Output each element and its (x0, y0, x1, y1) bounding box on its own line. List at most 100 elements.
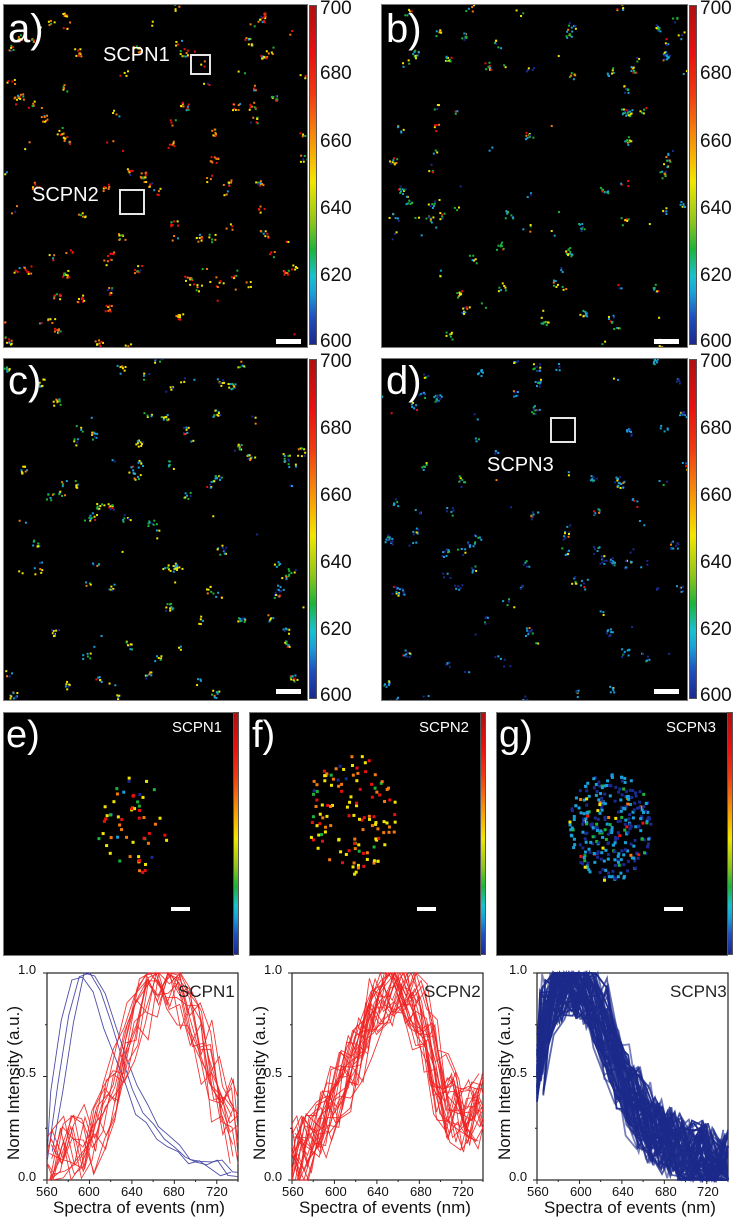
panel-g-label: g) (499, 714, 533, 756)
ytick-0.5: 0.5 (264, 1065, 283, 1080)
chart-title-scpn1: SCPN1 (178, 982, 235, 1001)
xtick-680: 680 (163, 1184, 185, 1199)
panel-a-label: a) (8, 7, 44, 51)
ytick-0.5: 0.5 (18, 1065, 37, 1080)
chart-title-scpn3: SCPN3 (670, 982, 727, 1001)
panel-b-image: b) (381, 4, 688, 348)
scale-bar (417, 907, 436, 911)
inset-title-scpn2: SCPN2 (419, 719, 470, 736)
scale-bar (276, 339, 301, 344)
colorbar-tick-620: 620 (320, 619, 352, 640)
colorbar-b (689, 5, 697, 345)
ytick-0.0: 0.0 (18, 1169, 37, 1184)
scale-bar (664, 907, 683, 911)
colorbar-tick-600: 600 (320, 685, 352, 706)
y-axis-title: Norm Intensity (a.u.) (4, 1006, 23, 1160)
colorbar-tick-700: 700 (700, 0, 732, 19)
colorbar-tick-660: 660 (320, 485, 352, 506)
panel-g-image: g) SCPN3 (496, 712, 728, 956)
scale-bar (276, 689, 301, 694)
roi-label-scpn1: SCPN1 (103, 44, 170, 66)
roi-label-scpn2: SCPN2 (32, 184, 99, 206)
colorbar-tick-640: 640 (320, 552, 352, 573)
chart-title-scpn2: SCPN2 (424, 982, 481, 1001)
ytick-0.0: 0.0 (509, 1169, 528, 1184)
panel-b-particles (388, 5, 687, 347)
xtick-680: 680 (410, 1184, 432, 1199)
colorbar-tick-660: 660 (700, 131, 732, 152)
xtick-600: 600 (325, 1184, 347, 1199)
roi-box-scpn2 (119, 189, 145, 215)
y-axis-title: Norm Intensity (a.u.) (250, 1006, 269, 1160)
colorbar-tick-640: 640 (320, 198, 352, 219)
xtick-680: 680 (655, 1184, 677, 1199)
colorbar-tick-680: 680 (320, 418, 352, 439)
ytick-1.0: 1.0 (264, 962, 283, 977)
ytick-0.0: 0.0 (264, 1169, 283, 1184)
colorbar-tick-700: 700 (700, 351, 732, 372)
chart-scpn1-plot (43, 971, 239, 1184)
xtick-560: 560 (282, 1184, 304, 1199)
colorbar-tick-700: 700 (320, 351, 352, 372)
scale-bar (171, 907, 190, 911)
colorbar-tick-680: 680 (700, 63, 732, 84)
panel-a-image: a) SCPN1 SCPN2 (3, 4, 308, 348)
colorbar-tick-600: 600 (700, 685, 732, 706)
panel-f-image: f) SCPN2 (249, 712, 481, 956)
xtick-720: 720 (697, 1184, 719, 1199)
xtick-600: 600 (78, 1184, 100, 1199)
panel-d-label: d) (386, 359, 422, 403)
panel-c-particles (4, 359, 307, 700)
colorbar-c (309, 359, 317, 699)
panel-f-label: f) (252, 714, 276, 756)
panel-e-image: e) SCPN1 (3, 712, 234, 956)
xtick-560: 560 (36, 1184, 58, 1199)
ytick-1.0: 1.0 (509, 962, 528, 977)
colorbar-tick-640: 640 (700, 552, 732, 573)
y-axis-title: Norm Intensity (a.u.) (495, 1006, 514, 1160)
panel-e-label: e) (6, 714, 40, 756)
chart-scpn3-plot (533, 969, 729, 1184)
colorbar-d (689, 359, 697, 699)
panel-e-events (97, 776, 169, 874)
ytick-0.5: 0.5 (509, 1065, 528, 1080)
panel-g-events (568, 773, 653, 882)
colorbar-f (480, 712, 486, 955)
colorbar-tick-660: 660 (320, 131, 352, 152)
xtick-640: 640 (367, 1184, 389, 1199)
colorbar-tick-660: 660 (700, 485, 732, 506)
panel-a-particles (4, 5, 307, 347)
inset-title-scpn3: SCPN3 (666, 719, 717, 736)
xtick-640: 640 (121, 1184, 143, 1199)
panel-d-image: d) SCPN3 (381, 358, 688, 701)
xtick-640: 640 (612, 1184, 634, 1199)
roi-label-scpn3: SCPN3 (487, 454, 554, 476)
xtick-720: 720 (452, 1184, 474, 1199)
panel-d-particles (382, 359, 687, 700)
colorbar-g (727, 712, 733, 955)
xtick-600: 600 (570, 1184, 592, 1199)
colorbar-e (233, 712, 239, 955)
colorbar-tick-600: 600 (320, 331, 352, 352)
colorbar-tick-620: 620 (700, 265, 732, 286)
colorbar-tick-680: 680 (700, 418, 732, 439)
scale-bar (654, 339, 679, 344)
roi-box-scpn1 (190, 54, 211, 75)
x-axis-title: Spectra of events (nm) (53, 1198, 225, 1217)
xtick-560: 560 (527, 1184, 549, 1199)
ytick-1.0: 1.0 (18, 962, 37, 977)
panel-c-image: c) (3, 358, 308, 701)
x-axis-title: Spectra of events (nm) (299, 1198, 471, 1217)
xtick-720: 720 (206, 1184, 228, 1199)
chart-scpn2-plot (288, 971, 484, 1184)
panel-c-label: c) (8, 359, 42, 403)
scale-bar (654, 689, 679, 694)
roi-box-scpn3 (550, 417, 576, 443)
panel-b-label: b) (386, 7, 422, 51)
colorbar-a (309, 5, 317, 345)
colorbar-tick-680: 680 (320, 63, 352, 84)
colorbar-tick-640: 640 (700, 198, 732, 219)
inset-title-scpn1: SCPN1 (172, 719, 223, 736)
colorbar-tick-700: 700 (320, 0, 352, 19)
colorbar-tick-600: 600 (700, 331, 732, 352)
